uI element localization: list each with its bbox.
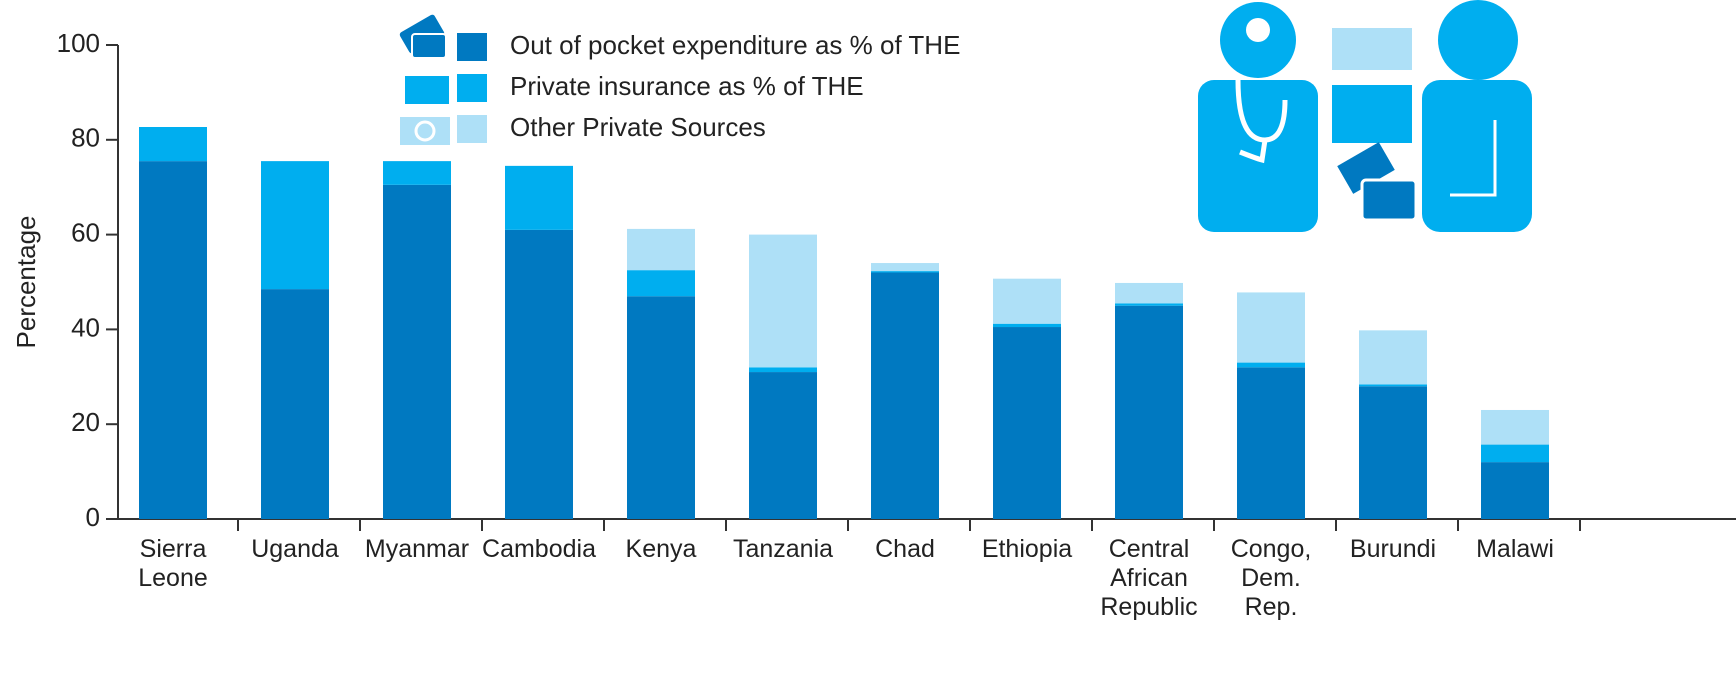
patient-body [1422, 80, 1532, 232]
bar-segment [261, 289, 329, 519]
x-tick-label: Cambodia [482, 535, 596, 563]
illustration [1198, 0, 1532, 232]
cash [1337, 142, 1395, 194]
x-tick-label: Congo, Dem. Rep. [1230, 535, 1312, 621]
legend-icon-wallet [411, 33, 447, 59]
head-mirror [1246, 18, 1270, 42]
x-tick-label: Burundi [1349, 535, 1437, 563]
bar-segment [139, 127, 207, 162]
bar-segment [993, 278, 1061, 324]
bar-segment [261, 161, 329, 290]
bar-segment [1481, 462, 1549, 519]
bar-segment [749, 367, 817, 373]
y-tick-label: 40 [71, 312, 100, 342]
legend-label: Out of pocket expenditure as % of THE [510, 30, 960, 60]
bar-segment [1359, 384, 1427, 387]
bar-segment [871, 263, 939, 272]
x-tick-label: Ethiopia [981, 535, 1073, 563]
bar-segment [993, 327, 1061, 519]
y-tick-label: 100 [57, 28, 100, 58]
bar-segment [505, 229, 573, 520]
bar-segment [627, 296, 695, 519]
y-tick-label: 20 [71, 407, 100, 437]
legend-swatch [457, 33, 487, 61]
card [1332, 85, 1412, 143]
legend-icon-coin [414, 120, 436, 142]
patient-head [1438, 0, 1518, 80]
bar-segment [993, 323, 1061, 328]
bar-segment [1115, 303, 1183, 306]
y-axis-label: Percentage [11, 216, 41, 349]
bar-segment [1359, 386, 1427, 519]
bar-segment [871, 271, 939, 273]
bar-segment [627, 270, 695, 297]
bar-segment [1115, 305, 1183, 519]
x-tick-label: Myanmar [364, 535, 470, 563]
legend-swatch [457, 115, 487, 143]
bar-segment [383, 161, 451, 185]
x-tick-label: Tanzania [732, 535, 834, 563]
bar-segment [1481, 409, 1549, 445]
x-tick-label: Chad [875, 535, 935, 563]
bar-segment [1237, 292, 1305, 363]
stethoscope [1235, 79, 1288, 164]
bar-segment [1359, 330, 1427, 385]
doctor-body [1198, 80, 1318, 232]
legend-icons [399, 14, 450, 145]
bill [1332, 28, 1412, 70]
bar-segment [383, 184, 451, 519]
x-tick-label: Kenya [625, 535, 697, 563]
y-tick-label: 0 [86, 502, 100, 532]
y-tick-label: 80 [71, 123, 100, 153]
x-tick-label: Central African Republic [1100, 535, 1198, 621]
bar-segment [749, 234, 817, 368]
bar-segment [871, 272, 939, 519]
legend-icon-card [405, 76, 449, 104]
bar-segment [505, 165, 573, 230]
legend-swatch [457, 74, 487, 102]
legend-label: Private insurance as % of THE [510, 71, 864, 101]
legend-label: Other Private Sources [510, 112, 766, 142]
y-tick-label: 60 [71, 217, 100, 247]
bar-segment [1481, 444, 1549, 463]
bar-segment [139, 161, 207, 519]
bar-segment [1115, 282, 1183, 304]
bar-segment [1237, 362, 1305, 368]
patient-arm [1450, 120, 1497, 197]
x-tick-label: Malawi [1476, 535, 1554, 563]
x-tick-label: Uganda [251, 535, 339, 563]
bar-segment [627, 228, 695, 271]
wallet [1360, 178, 1418, 222]
x-tick-label: Sierra Leone [138, 535, 208, 592]
bar-segment [1237, 367, 1305, 519]
bar-segment [749, 372, 817, 519]
